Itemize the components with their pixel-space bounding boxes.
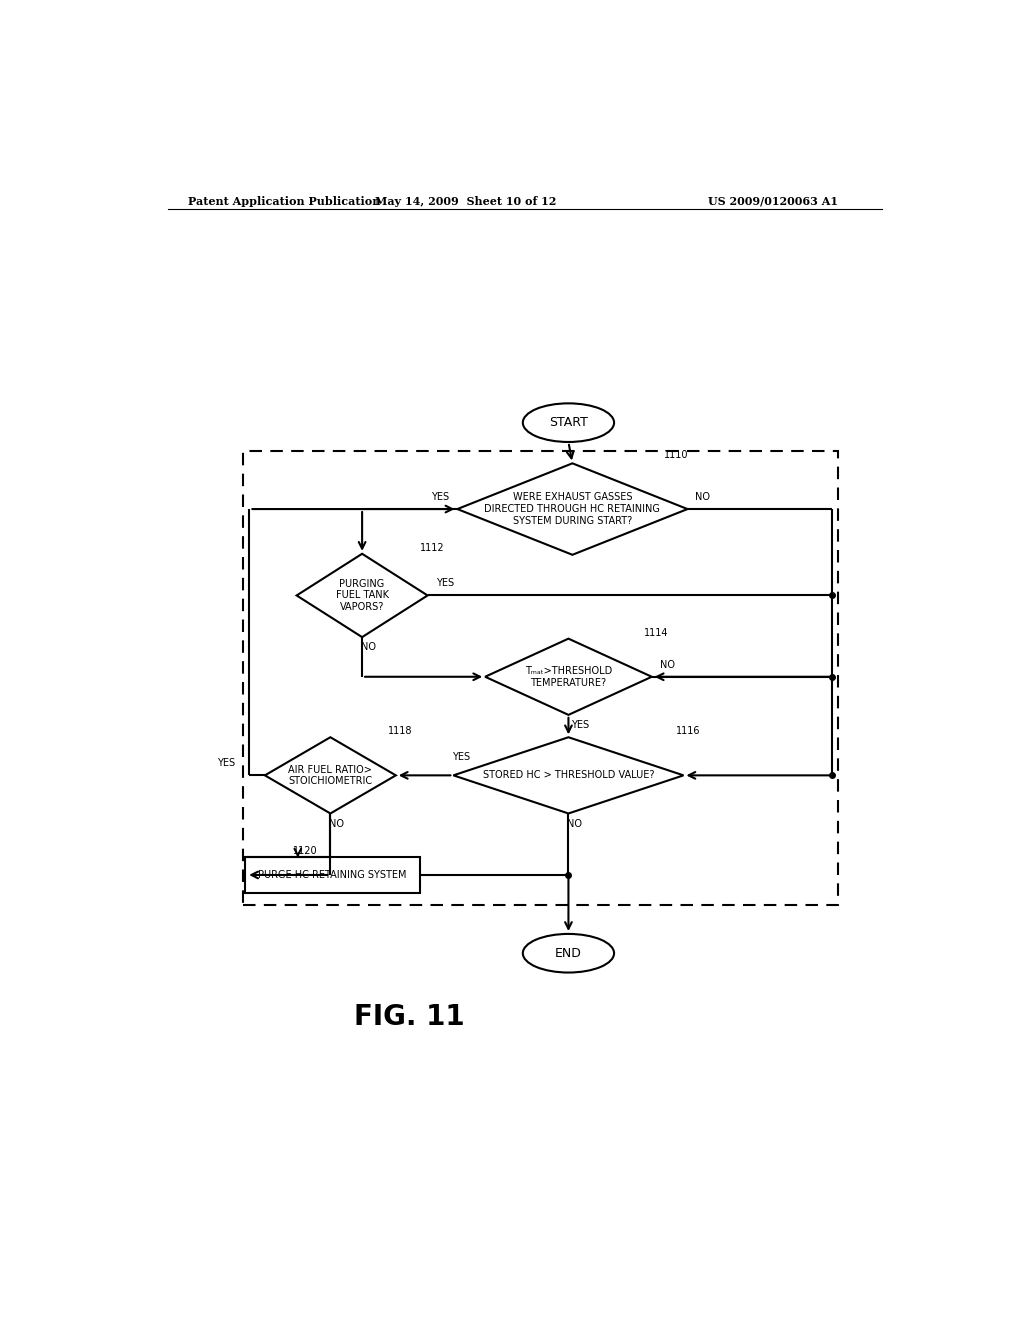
- Text: YES: YES: [453, 752, 470, 762]
- Text: PURGING
FUEL TANK
VAPORS?: PURGING FUEL TANK VAPORS?: [336, 579, 389, 612]
- Text: Patent Application Publication: Patent Application Publication: [187, 195, 380, 207]
- Text: 1116: 1116: [676, 726, 700, 737]
- Text: NO: NO: [695, 492, 711, 502]
- Text: US 2009/0120063 A1: US 2009/0120063 A1: [709, 195, 839, 207]
- Text: PURGE HC RETAINING SYSTEM: PURGE HC RETAINING SYSTEM: [258, 870, 407, 880]
- Text: NO: NO: [567, 818, 583, 829]
- Text: YES: YES: [571, 719, 590, 730]
- Text: Tₘₐₜ>THRESHOLD
TEMPERATURE?: Tₘₐₜ>THRESHOLD TEMPERATURE?: [525, 667, 612, 688]
- Text: YES: YES: [435, 578, 454, 589]
- Text: 1118: 1118: [388, 726, 413, 737]
- Text: AIR FUEL RATIO>
STOICHIOMETRIC: AIR FUEL RATIO> STOICHIOMETRIC: [289, 764, 373, 787]
- Bar: [246, 857, 420, 894]
- Text: END: END: [555, 946, 582, 960]
- Text: 1112: 1112: [420, 543, 444, 553]
- Text: 1120: 1120: [293, 846, 317, 855]
- Text: YES: YES: [217, 758, 236, 768]
- Text: NO: NO: [659, 660, 675, 669]
- Text: WERE EXHAUST GASSES
DIRECTED THROUGH HC RETAINING
SYSTEM DURING START?: WERE EXHAUST GASSES DIRECTED THROUGH HC …: [484, 492, 660, 525]
- Text: 1114: 1114: [644, 627, 669, 638]
- Text: May 14, 2009  Sheet 10 of 12: May 14, 2009 Sheet 10 of 12: [375, 195, 556, 207]
- Text: STORED HC > THRESHOLD VALUE?: STORED HC > THRESHOLD VALUE?: [482, 771, 654, 780]
- Text: 1110: 1110: [664, 450, 688, 461]
- Text: START: START: [549, 416, 588, 429]
- Text: YES: YES: [431, 492, 450, 502]
- Text: NO: NO: [361, 643, 376, 652]
- Text: FIG. 11: FIG. 11: [354, 1003, 465, 1031]
- Text: NO: NO: [330, 818, 344, 829]
